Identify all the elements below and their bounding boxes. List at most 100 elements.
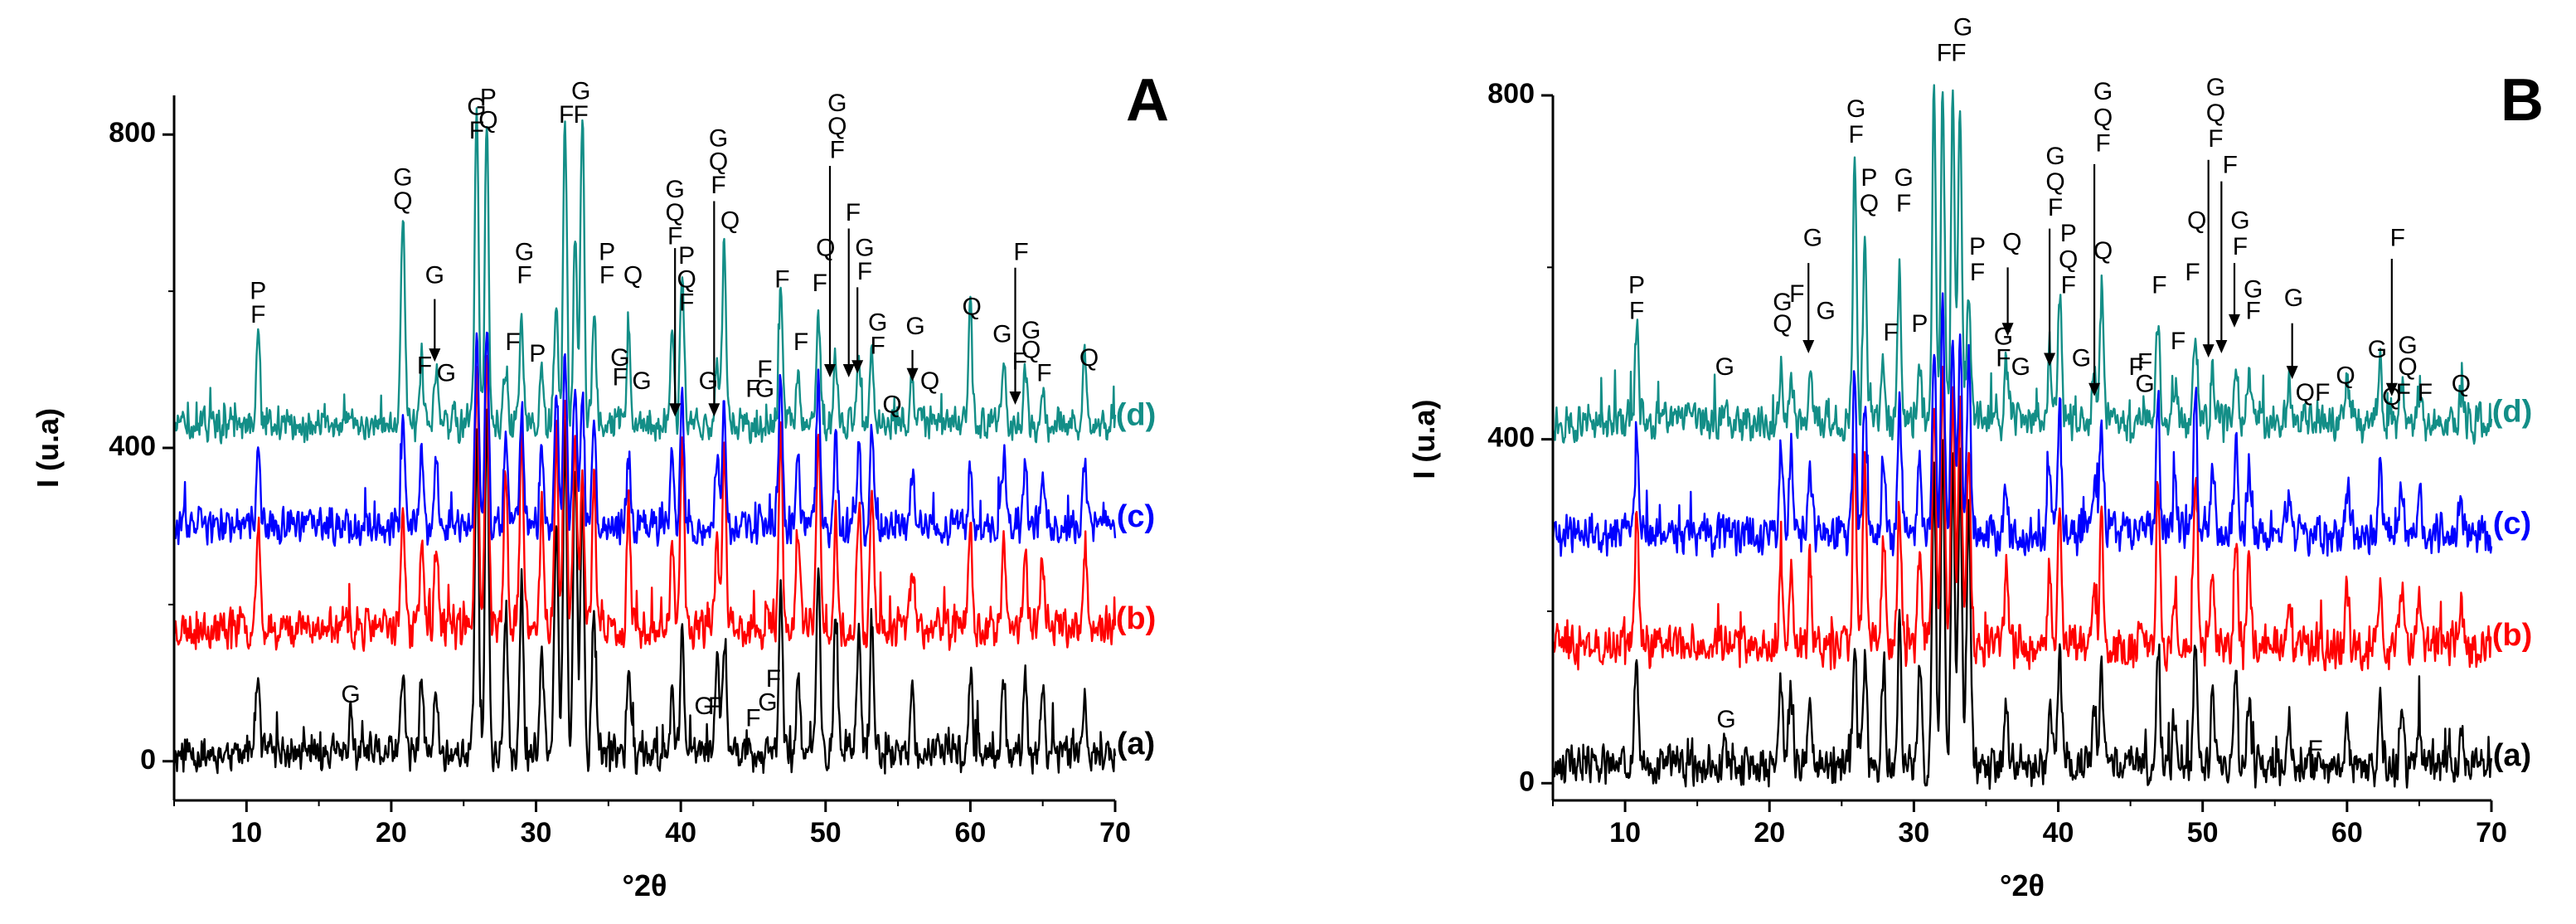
phase-label: G <box>2230 207 2249 235</box>
phase-label: G <box>694 693 713 720</box>
phase-label: F <box>1970 259 1985 286</box>
phase-label: P <box>250 278 266 305</box>
phase-label: Q <box>2002 229 2021 256</box>
peak-arrow-head <box>2088 382 2101 396</box>
phase-label: G <box>1715 353 1734 381</box>
phase-label: Q <box>827 113 847 140</box>
phase-label: G <box>1994 323 2013 351</box>
y-tick-label: 800 <box>1487 78 1535 109</box>
phase-label: F <box>2208 125 2223 153</box>
phase-label: F <box>711 172 725 199</box>
phase-label: F <box>2223 151 2238 178</box>
peak-arrow-head <box>429 348 441 362</box>
peak-arrow-head <box>2385 382 2398 396</box>
series-line-b <box>172 355 1117 652</box>
peak-arrow-head <box>842 364 855 377</box>
phase-label: Q <box>1079 344 1099 372</box>
phase-label: F <box>2315 379 2330 406</box>
phase-label: P <box>1911 310 1928 338</box>
x-tick-label: 40 <box>2043 817 2074 849</box>
phase-label: F <box>2048 194 2063 221</box>
series-label: (a) <box>2493 738 2531 773</box>
phase-label: G <box>1816 298 1835 325</box>
peak-arrow-head <box>2001 323 2014 337</box>
phase-label: G <box>2045 143 2064 170</box>
phase-label: Q <box>962 293 981 320</box>
phase-label: Q <box>623 262 643 289</box>
phase-label: P <box>480 84 497 111</box>
phase-label: Q <box>2093 104 2113 131</box>
phase-label: P <box>678 242 695 270</box>
phase-label: G <box>755 376 774 403</box>
phase-label: Q <box>2452 371 2471 398</box>
panel-b: (a) (b) (c) (d) 10 20 30 40 50 60 70 0 400 800 °2θ I (u… <box>1407 13 2544 902</box>
phase-label: F <box>846 199 861 226</box>
phase-label: G <box>425 262 444 289</box>
peak-arrow-head <box>2044 353 2056 367</box>
phase-label: P <box>599 238 615 265</box>
x-tick-label: 60 <box>2331 817 2363 849</box>
phase-label: F <box>1013 238 1028 265</box>
phase-label: Q <box>393 187 412 215</box>
phase-label: F <box>2390 224 2405 251</box>
phase-label: F <box>813 270 827 297</box>
panel-letter: A <box>1126 67 1169 134</box>
phase-label: Q <box>2093 237 2113 265</box>
phase-label: F <box>574 101 589 129</box>
y-tick-label: 400 <box>1487 422 1535 454</box>
phase-label: F <box>1036 360 1051 387</box>
x-tick-label: 10 <box>230 817 262 849</box>
phase-label: F <box>793 328 808 356</box>
series-label: (b) <box>1116 601 1157 636</box>
phase-label: F <box>1896 190 1911 217</box>
phase-label: G <box>855 235 874 262</box>
series-line-d <box>172 107 1117 445</box>
phase-label: F <box>2128 353 2143 381</box>
peak-arrow-head <box>669 403 682 417</box>
phase-label: F <box>517 262 531 289</box>
phase-label: G <box>868 309 887 336</box>
phase-label: F <box>1629 298 1644 325</box>
x-axis-title: °2θ <box>2000 868 2045 902</box>
phase-label: F <box>2152 271 2166 299</box>
phase-label: G <box>632 367 651 395</box>
peak-arrow-head <box>2229 314 2241 328</box>
x-tick-label: 70 <box>2476 817 2507 849</box>
phase-label: F <box>830 137 845 164</box>
series-label: (a) <box>1117 727 1155 761</box>
peak-arrow-head <box>1009 391 1021 406</box>
phase-label: G <box>2244 276 2263 304</box>
phase-label: F <box>2095 129 2110 157</box>
phase-label: Q <box>2187 207 2206 235</box>
phase-label: F <box>613 363 628 391</box>
x-tick-label: 50 <box>2187 817 2219 849</box>
phase-label: F <box>745 376 760 403</box>
phase-label: Q <box>1021 336 1041 363</box>
phase-label: G <box>571 78 590 105</box>
phase-label: G <box>341 681 360 708</box>
series-label: (c) <box>2493 506 2531 541</box>
peak-arrow-head <box>2286 366 2298 380</box>
phase-label: G <box>665 176 684 203</box>
phase-label: G <box>1894 164 1914 192</box>
phase-label: F <box>1996 345 2011 372</box>
phase-label: F <box>857 258 872 285</box>
x-tick-label: 50 <box>810 817 842 849</box>
phase-label: G <box>467 94 486 121</box>
phase-label: G <box>905 313 924 340</box>
panel-letter: B <box>2501 67 2544 134</box>
y-tick-label: 0 <box>1519 766 1535 797</box>
phase-label: Q <box>1773 310 1792 338</box>
phase-label: F <box>1849 121 1864 148</box>
series-label: (c) <box>1117 499 1155 534</box>
phase-label: F <box>1789 280 1804 308</box>
phase-label: G <box>437 360 456 387</box>
phase-label: G <box>758 688 777 716</box>
phase-label: F <box>870 333 885 360</box>
phase-label: Q <box>720 207 740 235</box>
series-line-c <box>1551 292 2493 558</box>
phase-label: F <box>2396 379 2411 406</box>
